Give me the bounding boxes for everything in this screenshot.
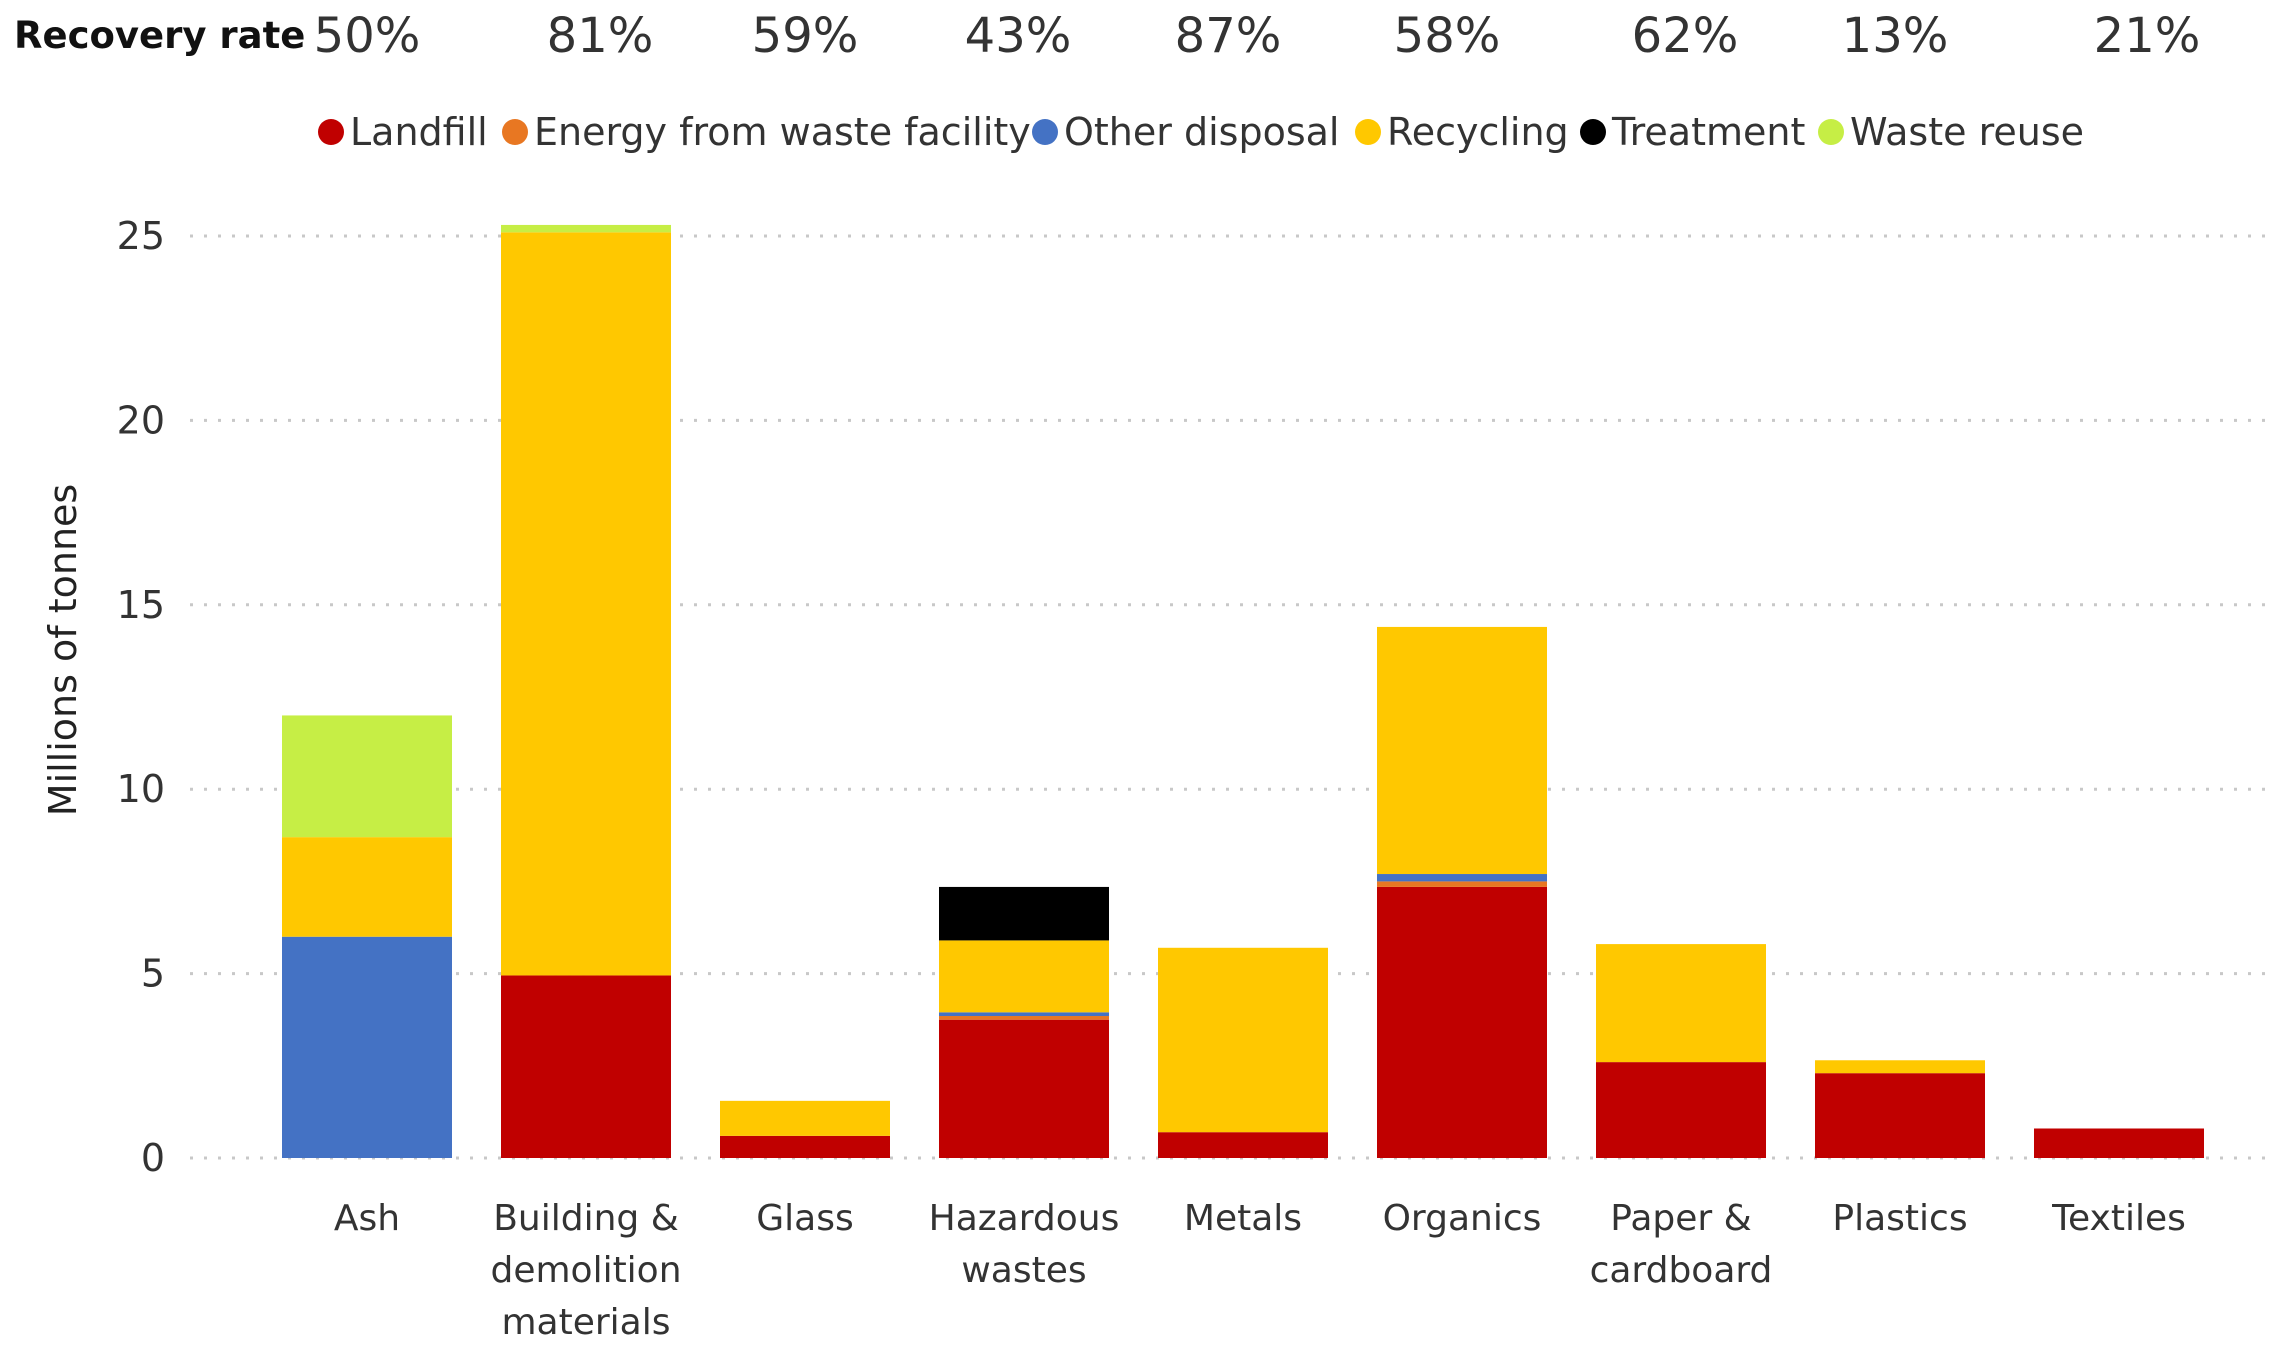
bar-segment-recycling bbox=[1158, 947, 1328, 1133]
recovery-rate-value: 81% bbox=[546, 8, 654, 64]
bar-segment-other-disposal bbox=[1377, 874, 1547, 882]
bar-segment-waste-reuse bbox=[282, 715, 452, 838]
x-axis-ticks: Ash Building & demolition materials Glass Haz… bbox=[334, 1198, 2186, 1343]
legend-marker-icon bbox=[1818, 119, 1844, 145]
bar-segment-recycling bbox=[501, 232, 671, 976]
bar-segment-recycling bbox=[720, 1100, 890, 1136]
bar-segment-recycling bbox=[1596, 944, 1766, 1063]
y-tick-label: 15 bbox=[117, 583, 165, 627]
bar-segment-landfill bbox=[720, 1135, 890, 1158]
x-tick-label-line: Organics bbox=[1383, 1198, 1542, 1239]
bar-segment-recycling bbox=[1815, 1060, 1985, 1074]
x-tick-label-line: Paper & bbox=[1610, 1198, 1751, 1239]
legend-label: Waste reuse bbox=[1850, 110, 2085, 154]
x-tick-label-line: wastes bbox=[961, 1250, 1086, 1291]
legend-item-other-disposal[interactable]: Other disposal bbox=[1032, 110, 1339, 154]
recovery-rate-value: 62% bbox=[1631, 8, 1739, 64]
bar-segment-other-disposal bbox=[939, 1012, 1109, 1017]
bar-segment-landfill bbox=[501, 975, 671, 1158]
y-tick-label: 20 bbox=[117, 398, 165, 442]
recovery-rate-value: 50% bbox=[313, 8, 421, 64]
x-tick-label: Ash bbox=[334, 1198, 400, 1239]
legend-item-energy-from-waste-facility[interactable]: Energy from waste facility bbox=[502, 110, 1031, 154]
legend-marker-icon bbox=[318, 119, 344, 145]
legend-marker-icon bbox=[1032, 119, 1058, 145]
legend-label: Other disposal bbox=[1064, 110, 1340, 154]
x-tick-label-line: Plastics bbox=[1832, 1198, 1967, 1239]
x-tick-label-line: Glass bbox=[756, 1198, 853, 1239]
y-axis-ticks: 0 5 10 15 20 25 bbox=[117, 214, 165, 1180]
recovery-rate-row: Recovery rate 50% 81% 59% 43% 87% 58% 62% 13% 21… bbox=[0, 0, 2284, 80]
x-tick-label: Hazardous wastes bbox=[929, 1198, 1120, 1291]
x-tick-label: Glass bbox=[756, 1198, 853, 1239]
legend-item-landfill[interactable]: Landfill bbox=[318, 110, 488, 154]
legend-item-recycling[interactable]: Recycling bbox=[1355, 110, 1569, 154]
legend-item-treatment[interactable]: Treatment bbox=[1580, 110, 1805, 154]
legend-marker-icon bbox=[1580, 119, 1606, 145]
legend-label: Treatment bbox=[1612, 110, 1806, 154]
bar-segment-energy-from-waste-facility bbox=[1377, 881, 1547, 887]
recovery-rate-value: 59% bbox=[751, 8, 859, 64]
recovery-rate-value: 58% bbox=[1393, 8, 1501, 64]
bar-segment-landfill bbox=[1596, 1062, 1766, 1158]
legend-marker-icon bbox=[1355, 119, 1381, 145]
legend-label: Energy from waste facility bbox=[534, 110, 1031, 154]
recovery-rate-value: 87% bbox=[1174, 8, 1282, 64]
legend-label: Landfill bbox=[350, 110, 488, 154]
bar-segment-landfill bbox=[1158, 1132, 1328, 1158]
recovery-rate-value: 13% bbox=[1841, 8, 1949, 64]
y-tick-label: 10 bbox=[117, 767, 165, 811]
y-axis-label: Millions of tonnes bbox=[41, 484, 85, 816]
bar-segment-other-disposal bbox=[282, 936, 452, 1158]
x-tick-label: Plastics bbox=[1832, 1198, 1967, 1239]
x-tick-label: Paper & cardboard bbox=[1590, 1198, 1773, 1291]
bar-segment-recycling bbox=[1377, 626, 1547, 875]
x-tick-label-line: Ash bbox=[334, 1198, 400, 1239]
bar-segment-waste-reuse bbox=[501, 224, 671, 233]
x-tick-label-line: materials bbox=[501, 1302, 670, 1343]
bar-segment-energy-from-waste-facility bbox=[939, 1016, 1109, 1020]
y-tick-label: 25 bbox=[117, 214, 165, 258]
x-tick-label-line: Textiles bbox=[2051, 1198, 2186, 1239]
x-tick-label: Organics bbox=[1383, 1198, 1542, 1239]
x-tick-label-line: Metals bbox=[1184, 1198, 1302, 1239]
x-tick-label: Building & demolition materials bbox=[490, 1198, 681, 1343]
legend-marker-icon bbox=[502, 119, 528, 145]
x-tick-label: Metals bbox=[1184, 1198, 1302, 1239]
recovery-rate-value: 43% bbox=[964, 8, 1072, 64]
x-tick-label: Textiles bbox=[2051, 1198, 2186, 1239]
x-tick-label-line: Building & bbox=[493, 1198, 679, 1239]
recovery-rate-value: 21% bbox=[2093, 8, 2201, 64]
bar-segment-treatment bbox=[939, 886, 1109, 941]
bars bbox=[282, 224, 2204, 1158]
y-tick-label: 0 bbox=[141, 1136, 165, 1180]
bar-segment-landfill bbox=[1815, 1073, 1985, 1158]
chart-legend: Landfill Energy from waste facility Other … bbox=[0, 110, 2284, 170]
x-tick-label-line: cardboard bbox=[1590, 1250, 1773, 1291]
bar-segment-landfill bbox=[1377, 886, 1547, 1158]
bar-segment-recycling bbox=[939, 940, 1109, 1013]
bar-segment-landfill bbox=[939, 1019, 1109, 1158]
x-tick-label-line: Hazardous bbox=[929, 1198, 1120, 1239]
x-tick-label-line: demolition bbox=[490, 1250, 681, 1291]
legend-item-waste-reuse[interactable]: Waste reuse bbox=[1818, 110, 2084, 154]
y-tick-label: 5 bbox=[141, 952, 165, 996]
recovery-rate-label: Recovery rate bbox=[14, 14, 306, 57]
bar-segment-landfill bbox=[2034, 1128, 2204, 1158]
bar-segment-recycling bbox=[282, 837, 452, 937]
legend-label: Recycling bbox=[1387, 110, 1569, 154]
